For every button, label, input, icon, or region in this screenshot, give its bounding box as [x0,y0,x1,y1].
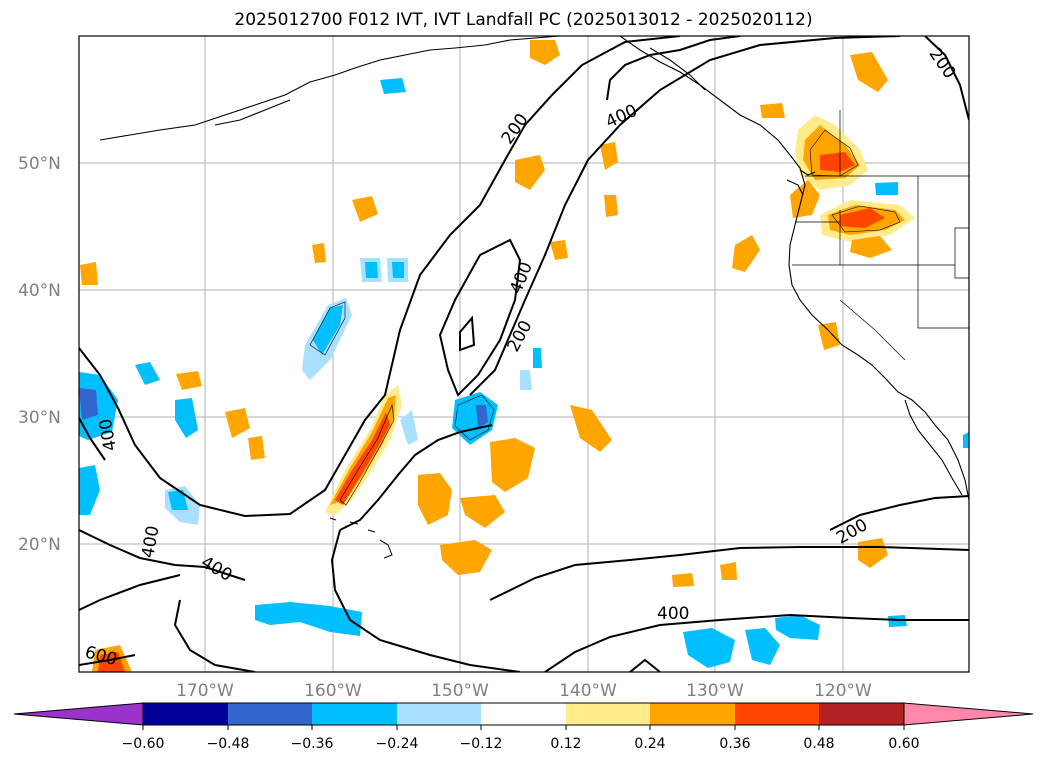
contour-label: 400 [657,604,689,624]
contour-400-east [544,613,969,672]
colorbar-tick-label: −0.36 [291,736,334,752]
contour-200-south [339,424,493,531]
colorbar-bin [228,703,312,725]
lon-label-120w: 120°W [814,681,872,701]
lat-label-20: 20°N [18,535,61,555]
contour-400-west [79,529,246,581]
colorbar-bin [735,703,819,725]
colorbar-bin [143,703,228,725]
west-neg-blob-core [79,388,98,420]
coastlines [99,36,969,501]
lon-label-140w: 140°W [559,681,617,701]
colorbar-ticks [142,725,905,730]
lat-label-50: 50°N [18,154,61,174]
contour-400-north [606,36,741,101]
colorbar-bin [312,703,397,725]
colorbar-bin [819,703,904,725]
contour-200-east [829,495,969,531]
colorbar: −0.60 −0.48 −0.36 −0.24 −0.12 0.12 0.24 … [13,702,1034,752]
lat-label-30: 30°N [18,408,61,428]
colorbar-tick-label: −0.48 [207,736,250,752]
contour-200-main [79,36,681,518]
longitude-labels: 170°W 160°W 150°W 140°W 130°W 120°W [176,681,872,701]
lon-label-130w: 130°W [686,681,744,701]
colorbar-arrow-right [903,702,1034,726]
colorbar-tick-label: 0.24 [634,736,665,752]
colorbar-tick-label: −0.60 [122,736,165,752]
map-area: 200 400 200 400 200 400 400 400 200 400 … [79,36,969,672]
ar-band-fill-mid [330,395,396,505]
colorbar-bin [397,703,481,725]
lon-label-160w: 160°W [304,681,362,701]
map-title: 2025012700 F012 IVT, IVT Landfall PC (20… [234,10,813,30]
alaska-coast [99,36,561,141]
contour-400-east2 [489,546,969,601]
colorbar-bin [650,703,735,725]
blob-outlines [309,129,901,506]
lat-label-40: 40°N [18,281,61,301]
positive-ivt-regions [80,40,915,672]
map-frame [78,35,970,673]
contour-400-lower-west [79,574,181,611]
baja-coast [904,399,963,496]
colorbar-tick-label: 0.12 [550,736,581,752]
colorbar-tick-label: 0.60 [888,736,919,752]
colorbar-bin [566,703,650,725]
contour-400-bottom [173,599,256,672]
lon-label-150w: 150°W [431,681,489,701]
pnw-blob-core [820,152,855,172]
contour-400-loop [459,315,476,352]
contour-200-southwest [330,529,521,672]
idaho-blob-core [840,208,885,228]
colorbar-tick-label: −0.24 [376,736,419,752]
ivt-contours [79,36,969,672]
contour-400-mid [438,238,522,397]
contour-600 [79,654,136,666]
political-borders [792,110,969,361]
us-west-coast [788,184,969,501]
ar-band-fill-core [335,412,390,505]
colorbar-tick-label: −0.12 [460,736,503,752]
colorbar-tick-label: 0.48 [803,736,834,752]
hawaii-islands [329,517,393,559]
lon-label-170w: 170°W [176,681,234,701]
contour-200-topright [924,36,969,121]
latitude-labels: 50°N 40°N 30°N 20°N [18,154,61,555]
contour-200-inner [469,36,901,396]
colorbar-bin [481,703,566,725]
colorbar-arrow-left [13,702,144,726]
colorbar-tick-label: 0.36 [719,736,750,752]
